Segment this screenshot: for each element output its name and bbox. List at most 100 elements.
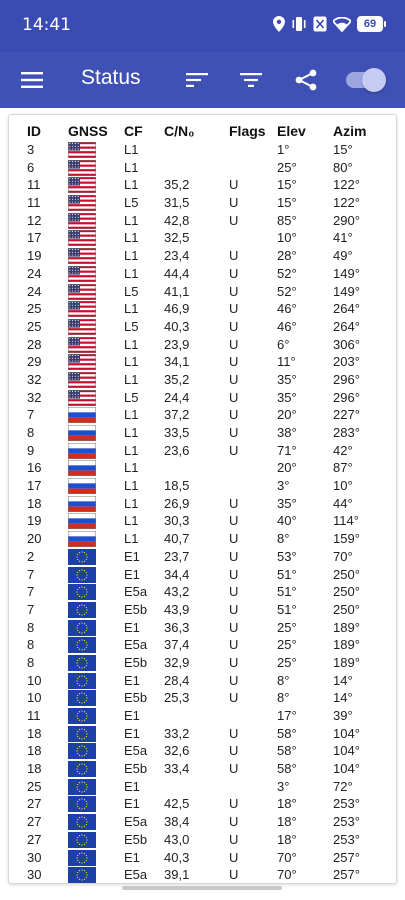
cell-id: 27: [27, 814, 42, 830]
header-flags: Flags: [229, 123, 266, 139]
cell-elev: 1°: [277, 142, 290, 157]
filter-icon[interactable]: [235, 64, 267, 96]
russia-flag-icon: [68, 407, 96, 424]
eu-flag-icon: [68, 708, 96, 724]
table-row: 11 L1 35,2 U 15° 122°: [9, 176, 396, 194]
header-gnss: GNSS: [68, 123, 108, 139]
nfc-icon: [313, 16, 327, 32]
cell-id: 11: [27, 195, 41, 211]
cell-flags: U: [229, 495, 239, 511]
header-id: ID: [27, 123, 41, 139]
table-row: 2 E1 23,7 U 53° 70°: [9, 548, 396, 566]
cell-flags: U: [229, 336, 239, 352]
table-row: 24 L1 44,4 U 52° 149°: [9, 265, 396, 283]
cell-id: 32: [27, 389, 42, 405]
cell-flags: U: [229, 725, 239, 741]
table-row: 8 E1 36,3 U 25° 189°: [9, 619, 396, 637]
cell-cn0: 38,4: [164, 814, 190, 830]
cell-cf: E1: [124, 708, 140, 723]
cell-cf: E5b: [124, 601, 148, 617]
cell-cn0: 32,6: [164, 743, 190, 759]
cell-cn0: 42,5: [164, 796, 190, 812]
cell-azim: 189°: [333, 637, 360, 653]
cell-flags: U: [229, 248, 239, 264]
cell-cf: L1: [124, 531, 139, 547]
cell-flags: U: [229, 425, 239, 440]
eu-flag-icon: [68, 743, 96, 760]
cell-id: 7: [27, 601, 35, 617]
cell-cf: L1: [124, 212, 139, 228]
cell-cf: L1: [124, 177, 139, 193]
table-row: 18 E5a 32,6 U 58° 104°: [9, 742, 396, 760]
cell-cf: E1: [124, 672, 140, 688]
menu-icon[interactable]: [16, 64, 48, 96]
cell-cf: E1: [124, 548, 140, 564]
table-row: 10 E5b 25,3 U 8° 14°: [9, 689, 396, 707]
cell-azim: 10°: [333, 478, 353, 494]
cell-azim: 80°: [333, 159, 353, 175]
cell-cf: L1: [124, 354, 139, 370]
cell-cn0: 25,3: [164, 690, 190, 706]
cell-elev: 28°: [277, 248, 297, 264]
cell-azim: 104°: [333, 761, 360, 777]
cell-id: 11: [27, 708, 41, 723]
cell-flags: U: [229, 619, 239, 635]
table-row: 30 E5a 39,1 U 70° 257°: [9, 866, 396, 883]
cell-cf: L1: [124, 460, 139, 476]
share-icon[interactable]: [290, 64, 322, 96]
cell-azim: 296°: [333, 389, 360, 405]
usa-flag-icon: [68, 177, 96, 194]
cell-id: 18: [27, 725, 42, 741]
cell-azim: 253°: [333, 796, 360, 812]
cell-elev: 11°: [277, 354, 296, 370]
cell-id: 6: [27, 159, 35, 175]
cell-elev: 51°: [277, 601, 297, 617]
cell-cf: L5: [124, 318, 139, 334]
usa-flag-icon: [68, 159, 96, 176]
cell-azim: 41°: [333, 230, 353, 246]
cell-flags: U: [229, 265, 239, 281]
cell-azim: 306°: [333, 336, 360, 352]
cell-id: 17: [27, 230, 42, 246]
cell-cn0: 37,4: [164, 637, 190, 653]
cell-cn0: 43,0: [164, 831, 190, 847]
cell-azim: 253°: [333, 831, 360, 847]
cell-flags: U: [229, 513, 239, 529]
cell-cn0: 18,5: [164, 478, 190, 494]
cell-cf: E1: [124, 725, 140, 741]
cell-id: 9: [27, 442, 35, 458]
cell-id: 2: [27, 548, 35, 564]
status-bar: 14:41 69: [0, 0, 405, 52]
cell-elev: 58°: [277, 725, 297, 741]
cell-id: 8: [27, 637, 35, 653]
cell-cn0: 33,5: [164, 425, 190, 440]
russia-flag-icon: [68, 513, 96, 530]
toggle-switch[interactable]: [346, 68, 386, 92]
eu-flag-icon: [68, 814, 96, 831]
cell-azim: 189°: [333, 654, 360, 670]
usa-flag-icon: [68, 195, 96, 212]
cell-elev: 53°: [277, 548, 297, 564]
eu-flag-icon: [68, 796, 96, 813]
cell-id: 29: [27, 354, 42, 370]
cell-flags: U: [229, 531, 239, 547]
cell-flags: U: [229, 849, 239, 865]
home-indicator[interactable]: [122, 886, 282, 890]
cell-cn0: 23,9: [164, 336, 190, 352]
table-row: 25 E1 3° 72°: [9, 778, 396, 796]
cell-azim: 250°: [333, 601, 360, 617]
cell-azim: 227°: [333, 407, 360, 423]
cell-id: 24: [27, 265, 42, 281]
cell-cf: L5: [124, 195, 139, 211]
cell-flags: U: [229, 831, 239, 847]
cell-azim: 250°: [333, 566, 360, 582]
cell-cf: L1: [124, 513, 139, 529]
sort-icon[interactable]: [181, 64, 213, 96]
cell-azim: 253°: [333, 814, 360, 830]
table-row: 8 E5a 37,4 U 25° 189°: [9, 636, 396, 654]
cell-cn0: 30,3: [164, 513, 190, 529]
cell-cf: L1: [124, 425, 139, 440]
toggle-thumb: [362, 68, 386, 92]
cell-elev: 71°: [277, 442, 297, 458]
cell-cf: E1: [124, 619, 140, 635]
